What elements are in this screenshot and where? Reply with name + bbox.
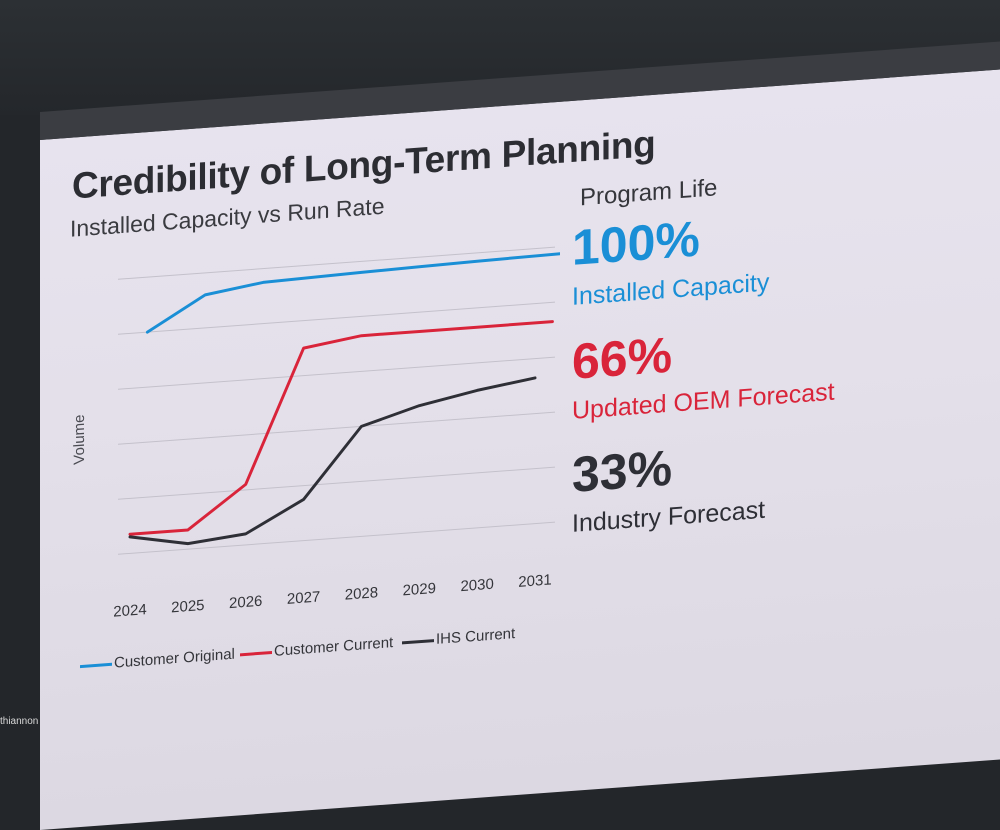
gridline [118,521,555,555]
program-life-heading: Program Life [580,174,718,212]
legend-swatch-dark [402,638,434,644]
x-tick-label-2031: 2031 [518,571,551,590]
industry-forecast-value: 33% [572,439,673,503]
oem-forecast-value: 66% [572,326,673,390]
gridline [118,411,555,445]
x-tick-label-2026: 2026 [229,593,262,612]
x-tick-label-2030: 2030 [460,576,493,595]
series-line-customer-original [145,251,560,334]
x-tick-label-2028: 2028 [345,584,378,603]
gridline [118,356,555,390]
line-chart: Volume 2024 2025 2026 2027 2028 2029 2030 2031 [71,246,560,621]
series-line-ihs-current [128,376,537,546]
x-tick-label-2027: 2027 [287,588,320,607]
x-tick-label-2025: 2025 [171,597,204,616]
x-tick-label-2024: 2024 [113,601,146,620]
legend-swatch-red [240,650,272,656]
gridline [118,466,555,500]
installed-capacity-value: 100% [572,210,700,276]
slide: Credibility of Long-Term Planning Instal… [40,38,1000,830]
y-axis-label: Volume [71,414,88,465]
legend-swatch-blue [80,662,112,668]
gridline [118,301,555,335]
series-line-customer-current [128,320,554,536]
gridline [118,246,555,280]
x-tick-label-2029: 2029 [403,580,436,599]
industry-forecast-label: Industry Forecast [572,495,766,538]
installed-capacity-label: Installed Capacity [572,268,770,311]
presenter-name: thiannon [0,716,39,727]
